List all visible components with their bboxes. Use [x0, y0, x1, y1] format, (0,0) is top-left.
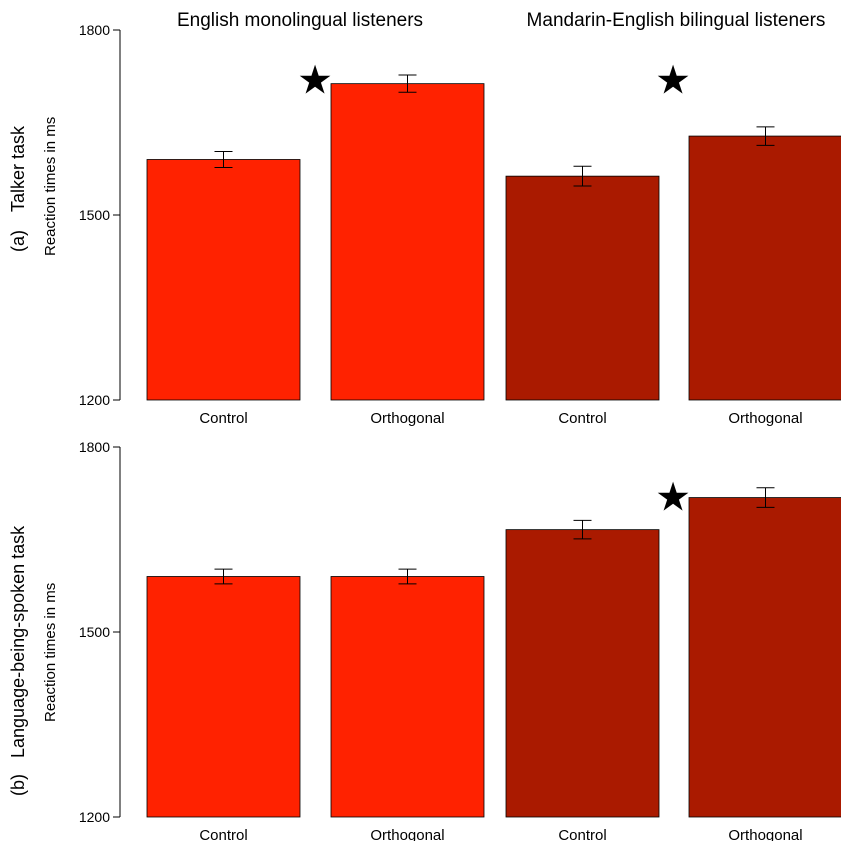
panel-language-task: (b) Language-being-spoken task Reaction … [8, 439, 841, 841]
bar-a-2 [505, 175, 660, 401]
panel-task-title-b: Language-being-spoken task [8, 525, 28, 758]
group-title-bilingual: Mandarin-English bilingual listeners [527, 10, 826, 31]
y-axis-label-b: Reaction times in ms [42, 583, 59, 722]
significance-star-a-1: ★ [297, 58, 333, 104]
significance-star-a-3: ★ [655, 58, 691, 104]
category-label-b-3: Orthogonal [728, 827, 802, 841]
panel-label-a: (a) [8, 230, 28, 252]
y-tick-label-a-1: 1500 [79, 207, 110, 223]
bar-b-3 [688, 497, 841, 818]
bar-a-0 [146, 159, 301, 401]
bar-b-1 [330, 576, 485, 818]
bar-b-2 [505, 529, 660, 818]
category-label-a-0: Control [199, 410, 247, 427]
category-label-b-2: Control [558, 827, 606, 841]
group-title-english: English monolingual listeners [177, 10, 423, 31]
panel-task-title-a: Talker task [8, 125, 28, 212]
y-tick-label-a-2: 1800 [79, 22, 110, 38]
y-tick-label-b-0: 1200 [79, 809, 110, 825]
panel-label-b: (b) [8, 774, 28, 796]
y-tick-label-b-2: 1800 [79, 439, 110, 455]
bar-a-1 [330, 83, 485, 401]
category-label-b-0: Control [199, 827, 247, 841]
panel-talker-task: (a) Talker task Reaction times in ms 120… [8, 22, 841, 427]
bar-a-3 [688, 135, 841, 401]
category-label-a-3: Orthogonal [728, 410, 802, 427]
significance-star-b-3: ★ [655, 475, 691, 521]
y-tick-label-a-0: 1200 [79, 392, 110, 408]
category-label-a-1: Orthogonal [370, 410, 444, 427]
category-label-a-2: Control [558, 410, 606, 427]
y-axis-label-a: Reaction times in ms [42, 117, 59, 256]
y-tick-label-b-1: 1500 [79, 624, 110, 640]
category-label-b-1: Orthogonal [370, 827, 444, 841]
bar-b-0 [146, 576, 301, 818]
